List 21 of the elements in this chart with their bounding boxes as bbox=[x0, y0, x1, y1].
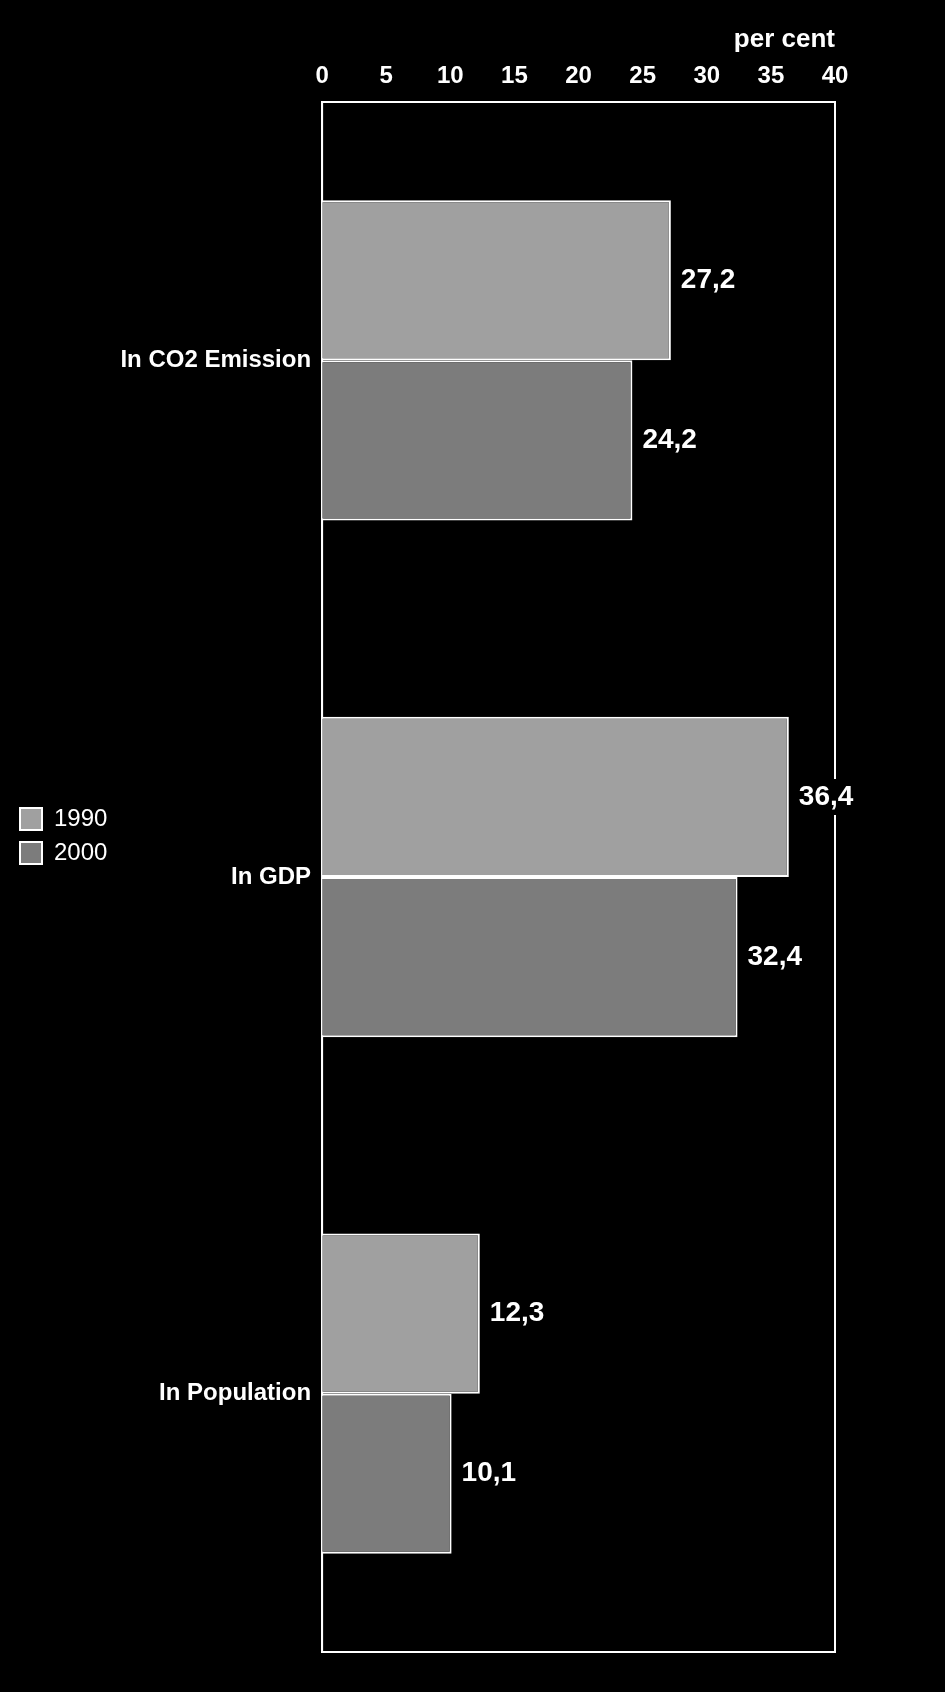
x-axis-title: per cent bbox=[733, 22, 836, 53]
data-label: 27,2 bbox=[680, 262, 736, 294]
x-tick-label: 30 bbox=[693, 61, 721, 89]
y-tick-label: In GDP bbox=[231, 861, 312, 889]
x-tick-label: 10 bbox=[436, 61, 464, 89]
data-label: 10,1 bbox=[461, 1456, 517, 1488]
legend-label: 1990 bbox=[54, 803, 108, 831]
x-tick-label: 0 bbox=[315, 61, 329, 89]
y-tick-label: In Population bbox=[159, 1378, 312, 1406]
legend-label: 2000 bbox=[54, 837, 108, 865]
data-label: 32,4 bbox=[747, 939, 803, 971]
y-tick-label: In CO2 Emission bbox=[120, 344, 312, 372]
data-label: 24,2 bbox=[642, 423, 697, 455]
x-tick-label: 35 bbox=[757, 61, 785, 89]
data-label: 12,3 bbox=[489, 1296, 545, 1328]
x-tick-label: 20 bbox=[565, 61, 592, 89]
x-tick-label: 40 bbox=[821, 61, 849, 89]
data-label: 36,4 bbox=[798, 779, 854, 811]
x-tick-label: 25 bbox=[629, 61, 657, 89]
x-tick-label: 5 bbox=[379, 61, 393, 89]
x-tick-label: 15 bbox=[501, 61, 528, 89]
